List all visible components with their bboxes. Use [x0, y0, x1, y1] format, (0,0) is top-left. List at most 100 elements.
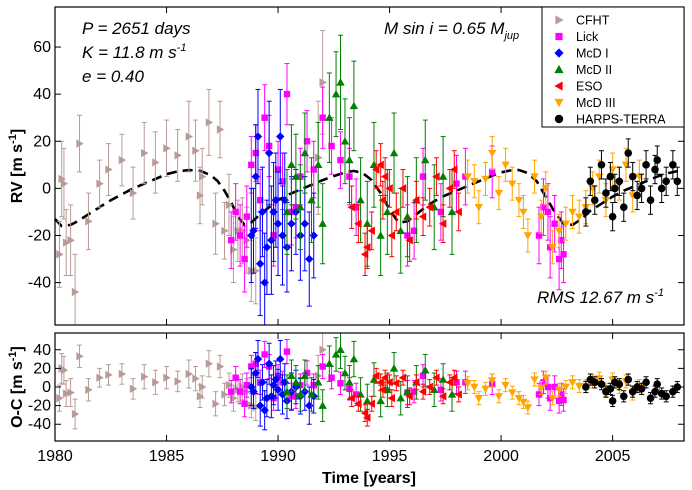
data-point: [608, 397, 617, 405]
data-point: [96, 373, 104, 382]
data-point: [474, 394, 483, 403]
data-point: [296, 203, 305, 211]
data-point: [274, 166, 282, 173]
data-point: [192, 374, 200, 383]
data-point: [234, 226, 243, 235]
data-point: [392, 207, 400, 217]
oc-y-tick-label: -40: [28, 416, 51, 433]
data-point: [243, 381, 251, 389]
data-point: [544, 383, 552, 391]
data-point: [331, 350, 341, 358]
data-point: [248, 161, 255, 169]
data-point: [85, 385, 93, 394]
data-point: [574, 213, 584, 221]
data-point: [633, 191, 641, 200]
data-point: [662, 392, 670, 401]
data-point: [261, 114, 268, 121]
legend-label: HARPS-TERRA: [576, 113, 666, 127]
data-point: [419, 173, 427, 180]
data-point: [608, 212, 617, 221]
data-point: [558, 237, 565, 244]
data-point: [349, 101, 359, 110]
data-point: [548, 244, 557, 252]
data-point: [642, 378, 650, 387]
data-point: [419, 372, 427, 380]
data-point: [345, 155, 354, 164]
data-point: [205, 359, 214, 368]
data-point: [590, 378, 599, 387]
data-point: [225, 200, 234, 210]
data-point: [192, 146, 200, 155]
data-point: [637, 184, 646, 193]
rv-y-tick-label: -20: [28, 227, 51, 244]
data-point: [540, 204, 547, 211]
rv-y-axis-label-close: ]: [9, 129, 26, 134]
data-point: [257, 196, 264, 204]
data-point: [305, 254, 314, 264]
oc-y-axis-label-sup: -1: [7, 351, 19, 361]
x-axis-label: Time [years]: [322, 470, 416, 487]
rms-text: RMS 12.67 m s: [537, 288, 655, 307]
legend-marker: [554, 114, 564, 124]
data-point: [287, 371, 296, 380]
data-point: [606, 385, 615, 393]
data-point: [212, 219, 220, 228]
data-point: [405, 392, 413, 401]
data-point: [232, 208, 239, 216]
rv-y-tick-label: 40: [33, 86, 51, 103]
data-point: [662, 177, 670, 186]
period-value: = 2651 days: [93, 19, 191, 38]
data-point: [141, 372, 149, 381]
data-point: [450, 373, 458, 382]
data-point: [628, 172, 637, 181]
legend-label: Lick: [576, 30, 599, 44]
data-point: [163, 144, 171, 153]
oc-y-axis-label-close: ]: [9, 346, 26, 351]
data-point: [328, 142, 335, 150]
data-point: [398, 184, 407, 193]
data-point: [248, 363, 255, 370]
rv-plot-frame: [54, 6, 685, 326]
data-point: [619, 392, 628, 401]
data-point: [380, 373, 389, 382]
data-point: [470, 178, 479, 186]
data-point: [376, 231, 385, 239]
rms-sup: -1: [654, 287, 664, 299]
data-point: [438, 392, 447, 401]
data-point: [196, 191, 205, 200]
data-point: [252, 403, 260, 412]
data-point: [205, 118, 214, 127]
legend-entry: McD III: [554, 96, 616, 110]
oc-y-axis-label-name: O-C: [9, 398, 26, 428]
data-point: [62, 238, 71, 247]
data-point: [615, 177, 624, 186]
rv-y-axis-label-sup: -1: [7, 134, 19, 144]
data-point: [387, 393, 396, 403]
data-point: [67, 236, 75, 245]
data-point: [356, 195, 365, 204]
data-point: [216, 362, 225, 371]
data-point: [558, 391, 565, 398]
data-point: [396, 226, 405, 234]
data-point: [447, 390, 457, 398]
eccentricity-value: = 0.40: [91, 67, 144, 86]
data-point: [340, 137, 350, 145]
rv-y-ticks: -40 -20 0 20 40 60: [28, 39, 684, 292]
data-point: [264, 148, 274, 158]
data-point: [349, 354, 359, 363]
data-point: [174, 151, 182, 160]
data-point: [385, 378, 393, 387]
data-point: [318, 219, 327, 227]
data-point: [258, 207, 267, 217]
rv-data-points: [56, 30, 682, 326]
data-point: [291, 378, 301, 386]
data-point: [551, 383, 558, 391]
data-point: [568, 208, 577, 217]
data-point: [262, 243, 272, 252]
data-point: [276, 132, 285, 141]
data-point: [488, 168, 496, 176]
data-point: [560, 396, 567, 404]
data-point: [554, 227, 564, 235]
